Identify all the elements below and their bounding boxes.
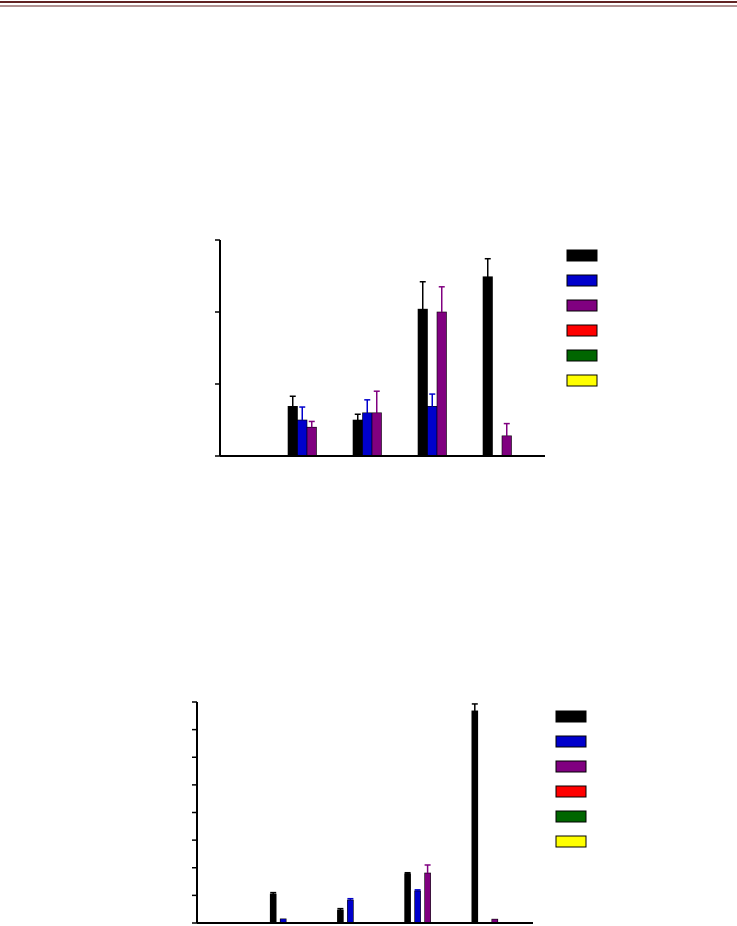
legend-swatch [566, 274, 598, 287]
error-bar [270, 891, 277, 894]
legend-swatch [555, 760, 587, 773]
bar [501, 435, 512, 457]
error-bar [471, 703, 478, 711]
error-bar [438, 286, 445, 312]
error-bar [429, 393, 436, 407]
bar [482, 276, 493, 457]
bar [414, 890, 421, 924]
bar [347, 899, 354, 924]
bar [436, 311, 447, 457]
bar [424, 872, 431, 924]
legend-swatch [555, 710, 587, 723]
legend-swatch [566, 249, 598, 262]
legend-swatch [566, 374, 598, 387]
bar [287, 406, 298, 457]
bar [404, 873, 411, 924]
error-bar [347, 897, 354, 901]
bar [371, 412, 382, 457]
bar [337, 909, 344, 924]
error-bar [337, 907, 344, 911]
bar [306, 426, 317, 457]
bar [362, 412, 373, 457]
error-bar [424, 864, 431, 873]
error-bar [503, 422, 510, 436]
legend-swatch [566, 324, 598, 337]
legend-swatch [555, 835, 587, 848]
bar [417, 308, 428, 457]
error-bar [308, 420, 315, 428]
error-bar [289, 395, 296, 407]
error-bar [414, 889, 421, 891]
bar [269, 893, 277, 924]
error-bar [484, 257, 491, 277]
bar [297, 419, 308, 457]
legend-swatch [555, 785, 587, 798]
bar [427, 406, 438, 457]
error-bar [364, 399, 371, 413]
error-bar [299, 406, 306, 420]
legend-swatch [555, 735, 587, 748]
bar [471, 710, 479, 924]
error-bar [419, 281, 426, 310]
legend-swatch [555, 810, 587, 823]
error-bar [373, 390, 380, 413]
legend-swatch [566, 299, 598, 312]
error-bar [404, 871, 411, 874]
legend-swatch [566, 349, 598, 362]
bar [352, 419, 363, 457]
error-bar [354, 413, 361, 420]
